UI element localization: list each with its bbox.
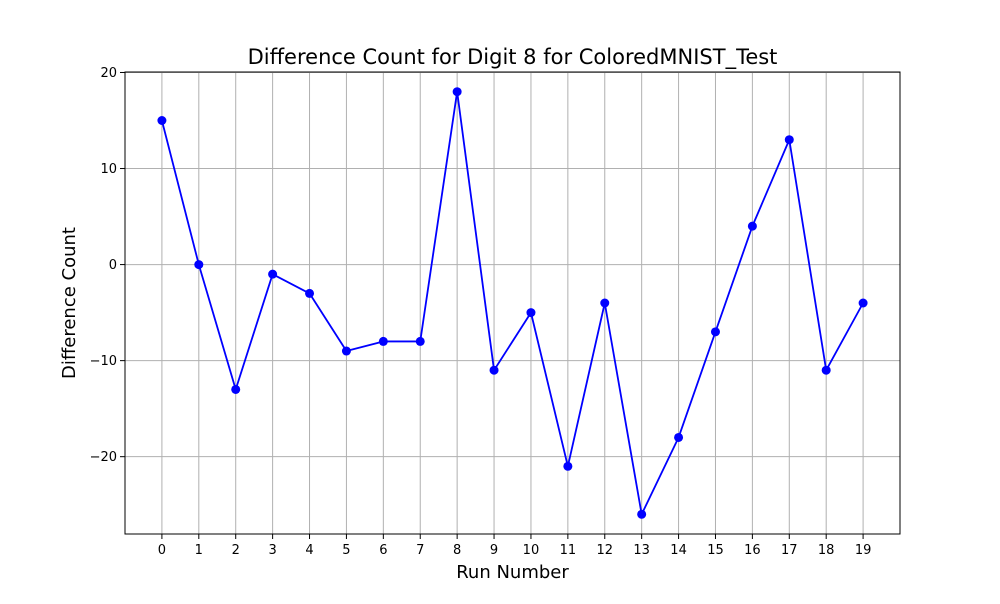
data-point (305, 288, 315, 298)
data-point (452, 87, 462, 97)
data-point (489, 365, 499, 375)
y-tick-label: −10 (90, 354, 117, 369)
x-tick-label: 18 (818, 543, 835, 558)
data-point (858, 298, 868, 308)
data-point (231, 384, 241, 394)
x-tick-label: 9 (490, 543, 498, 558)
data-series (157, 87, 868, 519)
y-tick-label: −20 (90, 450, 117, 465)
y-tick-label: 20 (100, 66, 117, 81)
data-point (157, 116, 167, 126)
data-point (563, 461, 573, 471)
x-tick-label: 11 (560, 543, 577, 558)
chart-title: Difference Count for Digit 8 for Colored… (248, 45, 778, 70)
x-tick-label: 15 (707, 543, 724, 558)
x-tick-label: 1 (195, 543, 203, 558)
y-tick-label: 0 (109, 258, 117, 273)
data-point (674, 432, 684, 442)
x-tick-label: 5 (342, 543, 350, 558)
x-tick-label: 19 (855, 543, 872, 558)
y-tick-label: 10 (100, 162, 117, 177)
data-point (194, 260, 204, 270)
data-point (784, 135, 794, 145)
data-point (378, 336, 388, 346)
data-point (526, 308, 536, 318)
x-tick-label: 3 (268, 543, 276, 558)
x-tick-label: 14 (670, 543, 687, 558)
x-tick-label: 6 (379, 543, 387, 558)
data-point (600, 298, 610, 308)
data-point (747, 221, 757, 231)
x-tick-label: 8 (453, 543, 461, 558)
data-point (821, 365, 831, 375)
series-line (161, 90, 864, 516)
y-axis-ticks: −20 −10 0 10 20 (90, 66, 125, 465)
data-point (415, 336, 425, 346)
plot-frame (124, 71, 901, 535)
x-axis-label: Run Number (456, 562, 569, 583)
x-tick-label: 10 (523, 543, 540, 558)
x-tick-label: 13 (633, 543, 650, 558)
data-point (268, 269, 278, 279)
x-tick-label: 7 (416, 543, 424, 558)
x-tick-label: 2 (232, 543, 240, 558)
data-point (341, 346, 351, 356)
x-tick-label: 12 (596, 543, 613, 558)
x-tick-label: 16 (744, 543, 761, 558)
x-axis-ticks: 0 1 2 3 4 5 6 7 8 9 10 11 12 13 14 15 16 17 18 19 (158, 534, 872, 558)
data-point (637, 509, 647, 519)
x-tick-label: 0 (158, 543, 166, 558)
y-axis-label: Difference Count (59, 227, 80, 379)
x-tick-label: 4 (305, 543, 313, 558)
data-point (710, 327, 720, 337)
x-tick-label: 17 (781, 543, 798, 558)
